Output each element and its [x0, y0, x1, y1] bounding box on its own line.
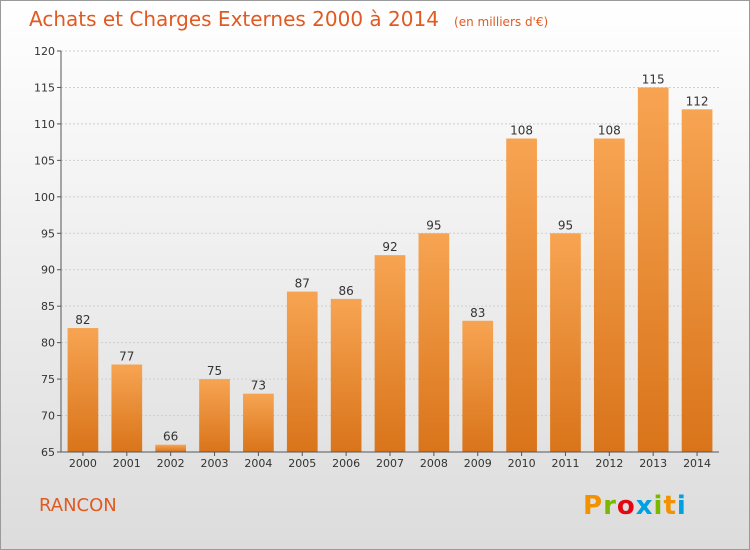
bar-2005[interactable]: [286, 291, 318, 452]
x-tick-label-2004: 2004: [244, 457, 272, 470]
x-tick-label-2013: 2013: [639, 457, 667, 470]
value-label-2007: 92: [382, 240, 397, 254]
axis-layer: [57, 50, 719, 456]
bar-2012[interactable]: [593, 138, 625, 452]
value-label-2006: 86: [338, 284, 353, 298]
bar-2010[interactable]: [506, 138, 537, 452]
logo-letter: r: [603, 491, 617, 521]
x-tick-label-2001: 2001: [113, 457, 141, 470]
bar-2014[interactable]: [681, 109, 713, 452]
bar-2011[interactable]: [550, 233, 581, 452]
y-tick-label: 115: [34, 81, 55, 94]
bar-2013[interactable]: [637, 87, 669, 453]
bar-2008[interactable]: [418, 233, 450, 452]
value-label-2008: 95: [426, 218, 441, 232]
x-tick-label-2000: 2000: [69, 457, 97, 470]
chart-title: Achats et Charges Externes 2000 à 2014: [29, 7, 439, 31]
commune-name: RANCON: [39, 495, 117, 516]
bar-2001[interactable]: [111, 364, 143, 452]
y-tick-label: 110: [34, 118, 55, 131]
bar-layer: [67, 87, 713, 453]
bar-2004[interactable]: [243, 393, 274, 452]
value-label-2003: 75: [207, 364, 222, 378]
x-tick-label-2005: 2005: [288, 457, 316, 470]
logo-letter: i: [653, 491, 664, 521]
logo-letter: t: [663, 491, 677, 521]
y-tick-label: 120: [34, 45, 55, 58]
value-label-2012: 108: [598, 123, 621, 137]
y-tick-label: 65: [41, 446, 55, 459]
value-label-2014: 112: [686, 94, 709, 108]
x-tick-label-2014: 2014: [683, 457, 711, 470]
label-layer: 65 70 75 80 85 90 95 100 105 110 115 120 82 2000 77 200…: [34, 45, 711, 470]
chart-unit: (en milliers d'€): [454, 15, 549, 29]
bar-2003[interactable]: [199, 379, 230, 452]
x-tick-label-2012: 2012: [595, 457, 623, 470]
y-tick-label: 95: [41, 227, 55, 240]
proxiti-logo[interactable]: Proxiti: [583, 491, 687, 521]
x-tick-label-2008: 2008: [420, 457, 448, 470]
y-tick-label: 80: [41, 337, 55, 350]
value-label-2005: 87: [295, 277, 310, 291]
y-tick-label: 85: [41, 300, 55, 313]
x-tick-label-2003: 2003: [201, 457, 229, 470]
logo-letter: x: [635, 491, 654, 521]
logo-letter: o: [616, 491, 636, 521]
logo-letter: i: [676, 491, 687, 521]
y-tick-label: 100: [34, 191, 55, 204]
value-label-2000: 82: [75, 313, 90, 327]
x-tick-label-2006: 2006: [332, 457, 360, 470]
value-label-2002: 66: [163, 430, 178, 444]
y-tick-label: 70: [41, 410, 55, 423]
title-row: Achats et Charges Externes 2000 à 2014 (…: [29, 7, 548, 31]
bar-2000[interactable]: [67, 328, 99, 452]
value-label-2009: 83: [470, 306, 485, 320]
value-label-2013: 115: [642, 72, 665, 86]
bar-2009[interactable]: [462, 320, 494, 452]
y-tick-label: 75: [41, 373, 55, 386]
bar-2006[interactable]: [330, 298, 362, 452]
x-tick-label-2009: 2009: [464, 457, 492, 470]
x-tick-label-2011: 2011: [551, 457, 579, 470]
bar-2002[interactable]: [155, 444, 187, 452]
logo-letter: P: [583, 491, 604, 521]
value-label-2010: 108: [510, 123, 533, 137]
y-tick-label: 105: [34, 154, 55, 167]
value-label-2001: 77: [119, 350, 134, 364]
value-label-2011: 95: [558, 218, 573, 232]
x-tick-label-2002: 2002: [157, 457, 185, 470]
y-tick-label: 90: [41, 264, 55, 277]
bar-2007[interactable]: [374, 255, 406, 452]
x-tick-label-2010: 2010: [508, 457, 536, 470]
x-tick-label-2007: 2007: [376, 457, 404, 470]
value-label-2004: 73: [251, 379, 266, 393]
